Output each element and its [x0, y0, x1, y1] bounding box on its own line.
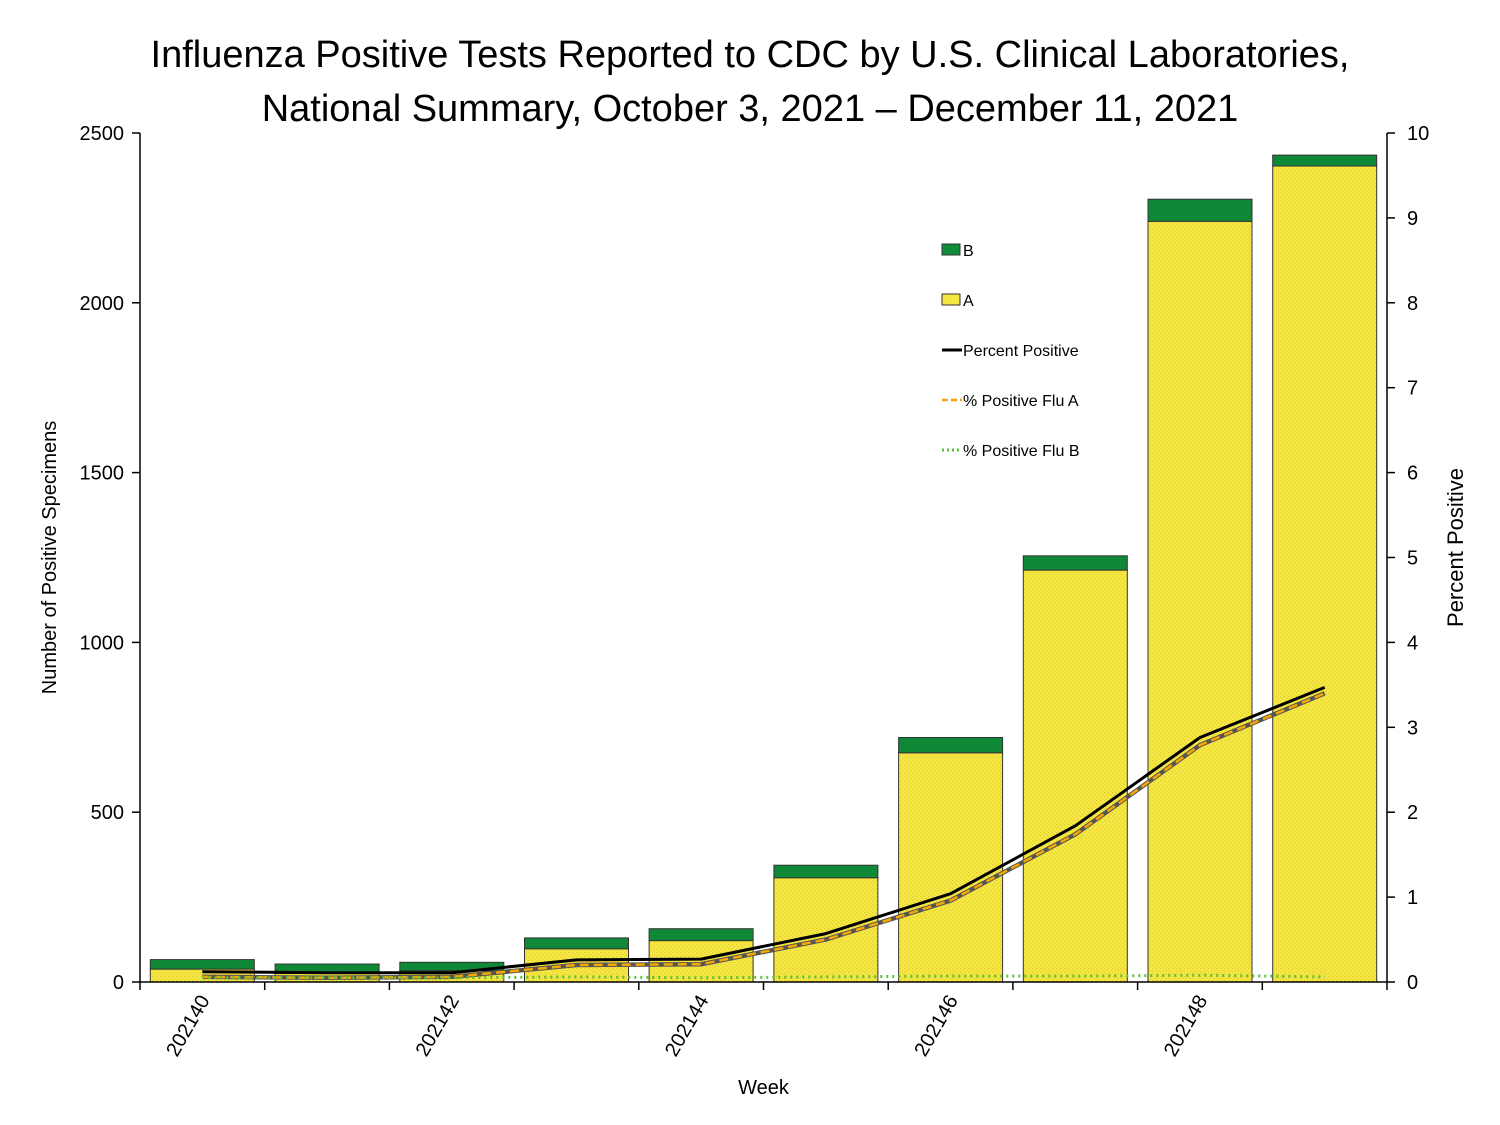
y-right-tick-label-9: 9: [1407, 208, 1418, 230]
legend-label-a: A: [963, 293, 974, 310]
bar-b-202146: [898, 737, 1004, 754]
y-right-tick-label-10: 10: [1407, 123, 1429, 145]
y-right-tick-label-1: 1: [1407, 887, 1418, 909]
x-tick-label-202148: 202148: [1160, 992, 1212, 1061]
y-left-tick-label-2500: 2500: [80, 123, 125, 145]
y-axis-right-title: Percent Positive: [1443, 468, 1468, 627]
x-tick-label-202142: 202142: [412, 992, 464, 1061]
bar-a-202146: [898, 752, 1004, 983]
bar-b-202148: [1147, 198, 1253, 222]
bar-b-202149: [1272, 154, 1378, 167]
line--positive-flu-b: [202, 973, 1325, 980]
y-right-tick-label-8: 8: [1407, 293, 1418, 315]
chart-title: Influenza Positive Tests Reported to CDC…: [0, 28, 1500, 136]
y-right-tick-label-2: 2: [1407, 802, 1418, 824]
bar-b-202140: [149, 959, 255, 970]
y-right-tick-label-3: 3: [1407, 717, 1418, 739]
legend-label--positive-flu-b: % Positive Flu B: [963, 443, 1079, 460]
bar-a-202144: [648, 940, 754, 983]
bar-a-202148: [1147, 220, 1253, 983]
legend-label--positive-flu-a: % Positive Flu A: [963, 393, 1079, 410]
chart-title-line-1: Influenza Positive Tests Reported to CDC…: [150, 34, 1350, 76]
legend-label-b: B: [963, 243, 974, 260]
y-right-tick-label-7: 7: [1407, 378, 1418, 400]
legend-swatch-b: [941, 243, 961, 256]
y-axis-left-title: Number of Positive Specimens: [39, 421, 61, 694]
bar-b-202143: [524, 937, 629, 950]
bar-a-202149: [1272, 165, 1378, 983]
y-left-tick-label-500: 500: [91, 802, 124, 824]
legend-label-percent-positive: Percent Positive: [963, 343, 1079, 360]
y-left-tick-label-0: 0: [113, 972, 124, 994]
x-tick-label-202144: 202144: [661, 992, 713, 1061]
y-left-tick-label-1500: 1500: [80, 463, 125, 485]
bar-b-202147: [1022, 555, 1128, 571]
y-right-tick-label-4: 4: [1407, 632, 1418, 654]
legend-swatch-a: [941, 293, 961, 306]
bar-b-202144: [648, 928, 754, 942]
x-tick-label-202140: 202140: [162, 992, 214, 1061]
y-right-tick-label-0: 0: [1407, 972, 1418, 994]
bar-b-202145: [773, 864, 879, 879]
y-right-tick-label-5: 5: [1407, 548, 1418, 570]
y-right-tick-label-6: 6: [1407, 463, 1418, 485]
x-axis-title: Week: [738, 1077, 790, 1099]
bar-a-202147: [1022, 569, 1128, 983]
y-left-tick-label-2000: 2000: [80, 293, 125, 315]
chart-title-line-2: National Summary, October 3, 2021 – Dece…: [261, 88, 1239, 130]
y-left-tick-label-1000: 1000: [80, 632, 125, 654]
x-tick-label-202146: 202146: [910, 992, 962, 1061]
line-percent-positive: [202, 686, 1326, 975]
